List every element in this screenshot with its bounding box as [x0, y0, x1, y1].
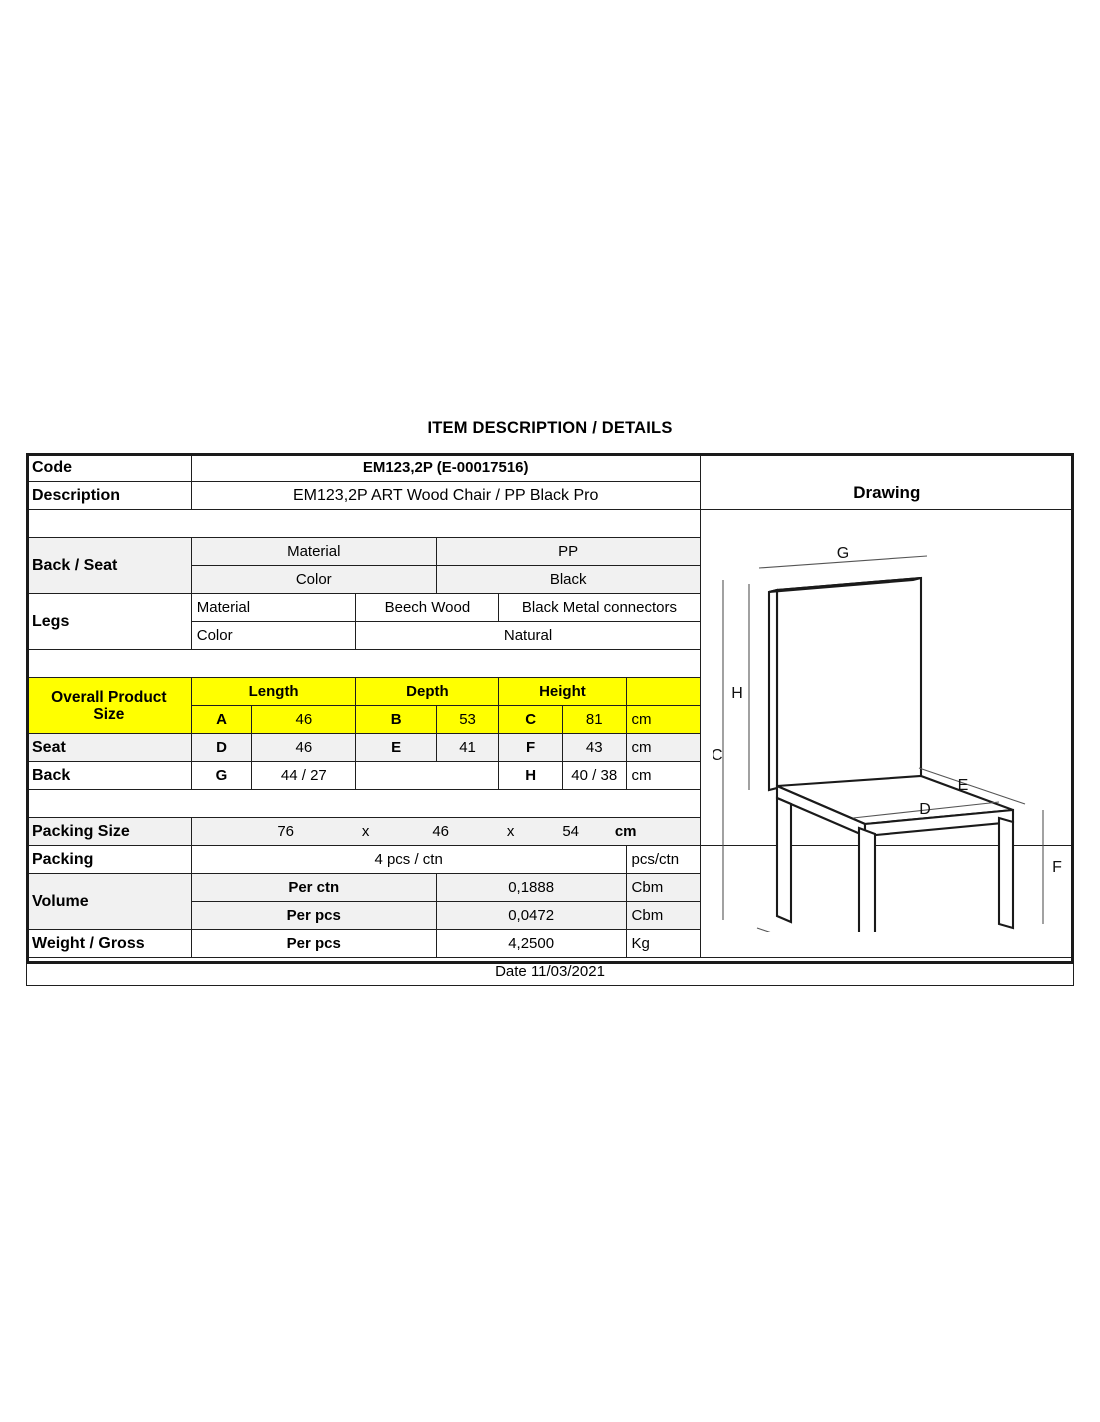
table-row-back: Back G 44 / 27 H 40 / 38 cm: [26, 761, 1074, 790]
dim-key-a: A: [190, 705, 253, 734]
code-label: Code: [26, 453, 192, 482]
packing-size-width: 46: [432, 823, 450, 840]
dim-key-b: B: [355, 705, 437, 734]
back-seat-color-value: Black: [435, 565, 701, 594]
table-row-legs-material: Legs Material Beech Wood Black Metal con…: [26, 593, 1074, 650]
dim-unit-back: cm: [625, 761, 701, 790]
table-outer-border: [26, 453, 1074, 964]
table-row-description: Description EM123,2P ART Wood Chair / PP…: [26, 481, 1074, 510]
drawing-label: Drawing: [853, 482, 921, 502]
weight-unit: Kg: [625, 929, 701, 958]
dim-key-g: G: [190, 761, 253, 790]
back-seat-material-value: PP: [435, 537, 701, 566]
weight-label: Weight / Gross: [26, 929, 192, 958]
packing-size-value: 76 x 46 x 54 cm: [190, 817, 701, 846]
table-row-code: Code EM123,2P (E-00017516) Drawing: [26, 453, 1075, 510]
dim-key-e: E: [355, 733, 437, 762]
column-header-depth: Depth: [355, 677, 500, 706]
dim-val-b: 53: [435, 705, 500, 734]
spacer-cell-3: [26, 789, 701, 818]
packing-size-label: Packing Size: [26, 817, 192, 846]
page-title: ITEM DESCRIPTION / DETAILS: [0, 419, 1100, 438]
dim-val-h: 40 / 38: [561, 761, 627, 790]
legs-material-label: Material: [190, 593, 357, 622]
table-row-overall-header: Overall Product Size Length Depth Height: [26, 677, 1074, 734]
spacer-row-3: [26, 789, 1074, 818]
back-seat-color-label: Color: [190, 565, 437, 594]
table-row-packing-size: Packing Size 76 x 46 x 54 cm: [26, 817, 1074, 846]
column-header-height: Height: [498, 677, 627, 706]
dim-unit-overall: cm: [625, 705, 701, 734]
dim-key-h: H: [498, 761, 563, 790]
column-header-length: Length: [190, 677, 357, 706]
volume-per-pcs-value: 0,0472: [435, 901, 627, 930]
volume-per-pcs-label: Per pcs: [190, 901, 437, 930]
volume-per-ctn-value: 0,1888: [435, 873, 627, 902]
column-header-unit: [625, 677, 701, 706]
volume-per-ctn-unit: Cbm: [625, 873, 701, 902]
packing-unit: pcs/ctn: [625, 845, 701, 874]
table-row-weight: Weight / Gross Per pcs 4,2500 Kg: [26, 929, 1074, 958]
packing-size-height: 54: [562, 823, 580, 840]
table-row-legs-color: Color Natural: [27, 621, 1074, 650]
table-row-volume-per-ctn: Volume Per ctn 0,1888 Cbm: [26, 873, 1074, 930]
table-row-volume-per-pcs: Per pcs 0,0472 Cbm: [27, 901, 1074, 930]
table-row-backseat-color: Color Black: [27, 565, 1074, 594]
back-seat-label: Back / Seat: [26, 537, 192, 594]
table-row-seat: Seat D 46 E 41 F 43 cm: [26, 733, 1074, 762]
page-title-text: ITEM DESCRIPTION / DETAILS: [427, 419, 673, 437]
table-row-backseat-material: Back / Seat Material PP: [26, 537, 1074, 594]
packing-size-x1: x: [361, 823, 370, 840]
legs-label: Legs: [26, 593, 192, 650]
overall-size-label-line2: Size: [93, 705, 125, 723]
packing-size-length: 76: [277, 823, 295, 840]
back-seat-material-label: Material: [190, 537, 437, 566]
packing-size-unit: cm: [614, 823, 637, 840]
legs-color-value: Natural: [355, 621, 701, 650]
volume-per-pcs-unit: Cbm: [625, 901, 701, 930]
legs-material-value: Beech Wood: [355, 593, 500, 622]
dim-unit-seat: cm: [625, 733, 701, 762]
dim-key-c: C: [498, 705, 563, 734]
drawing-header-cell: Drawing: [699, 453, 1075, 510]
seat-label: Seat: [26, 733, 192, 762]
volume-label: Volume: [26, 873, 192, 930]
dim-val-e: 41: [435, 733, 500, 762]
back-label: Back: [26, 761, 192, 790]
overall-size-label-line1: Overall Product: [51, 688, 167, 706]
packing-size-x2: x: [506, 823, 515, 840]
dim-val-c: 81: [561, 705, 627, 734]
description-value: EM123,2P ART Wood Chair / PP Black Pro: [190, 481, 701, 510]
dim-val-d: 46: [251, 733, 357, 762]
table-row-packing: Packing 4 pcs / ctn pcs/ctn: [26, 845, 1074, 874]
spacer-cell-1: [26, 509, 701, 538]
legs-color-label: Color: [190, 621, 357, 650]
volume-per-ctn-label: Per ctn: [190, 873, 437, 902]
table-row-overall-values: A 46 B 53 C 81 cm: [27, 705, 1074, 734]
